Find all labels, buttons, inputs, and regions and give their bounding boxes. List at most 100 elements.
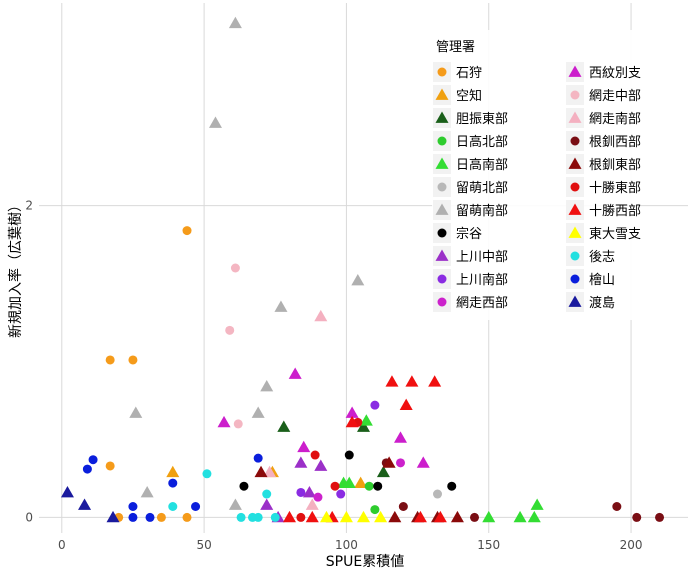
legend-marker <box>568 226 582 238</box>
data-point <box>225 325 235 335</box>
data-point <box>254 465 268 478</box>
data-point <box>530 498 544 510</box>
x-tick-label: 50 <box>196 538 211 552</box>
data-point <box>88 455 98 465</box>
data-point <box>339 510 353 523</box>
data-point <box>345 415 359 428</box>
data-point <box>357 510 370 523</box>
legend-marker <box>568 111 582 123</box>
data-point <box>251 406 265 418</box>
data-point <box>236 512 246 522</box>
data-point <box>228 498 242 510</box>
legend-marker <box>435 157 449 169</box>
x-axis-title: SPUE累積値 <box>326 554 404 570</box>
data-points <box>60 16 665 523</box>
data-point <box>128 355 138 365</box>
data-point <box>357 420 370 432</box>
legend-label: 上川南部 <box>456 272 508 288</box>
legend: 管理署 石狩空知胆振東部日高北部日高南部留萌北部留萌南部宗谷上川中部上川南部網走… <box>432 30 641 320</box>
data-point <box>450 510 464 523</box>
data-point <box>262 489 272 499</box>
legend-label: 網走中部 <box>589 89 641 104</box>
data-point <box>156 512 166 522</box>
data-point <box>388 510 402 523</box>
data-point <box>351 273 365 286</box>
legend-marker <box>570 251 580 261</box>
data-point <box>140 485 154 498</box>
data-point <box>305 510 319 523</box>
legend-label: 上川中部 <box>456 250 508 265</box>
legend-label: 胆振東部 <box>456 111 508 127</box>
legend-marker <box>570 182 580 192</box>
data-point <box>354 476 368 488</box>
data-point <box>470 512 480 522</box>
data-point <box>182 512 192 522</box>
legend-marker <box>435 111 449 123</box>
data-point <box>433 510 447 523</box>
legend-label: 十勝東部 <box>589 180 641 196</box>
data-point <box>396 458 406 468</box>
tick-labels: 0 50 100 150 200 0 2 <box>25 199 642 552</box>
legend-label: 網走西部 <box>456 296 508 311</box>
data-point <box>398 502 408 511</box>
data-point <box>359 414 373 426</box>
legend-marker <box>568 65 582 77</box>
data-point <box>416 456 430 468</box>
data-point <box>128 502 138 511</box>
data-point <box>513 510 527 523</box>
legend-marker <box>437 297 447 307</box>
data-point <box>297 440 311 453</box>
y-axis-title: 新規加入率（広葉樹） <box>7 198 24 338</box>
data-point <box>370 400 380 410</box>
legend-marker <box>437 67 447 77</box>
data-point <box>314 309 328 322</box>
data-point <box>230 263 240 273</box>
data-point <box>382 456 396 468</box>
data-point <box>253 512 263 522</box>
data-point <box>428 375 442 387</box>
legend-marker <box>435 88 449 100</box>
data-point <box>319 510 333 523</box>
data-point <box>263 465 277 478</box>
legend-marker <box>437 228 447 238</box>
y-tick-label: 0 <box>25 510 33 524</box>
data-point <box>302 485 316 498</box>
data-point <box>260 379 274 392</box>
data-point <box>128 512 138 522</box>
data-point <box>296 487 306 497</box>
data-point <box>344 450 354 460</box>
data-point <box>182 226 192 236</box>
data-point <box>612 502 622 511</box>
data-point <box>305 498 319 510</box>
legend-label: 宗谷 <box>456 226 482 242</box>
data-point <box>296 512 306 522</box>
data-point <box>168 502 178 511</box>
x-tick-label: 0 <box>58 538 66 552</box>
legend-marker <box>437 136 447 146</box>
legend-marker <box>437 182 447 192</box>
data-point <box>330 481 340 491</box>
data-point <box>191 502 201 511</box>
x-tick-label: 200 <box>620 538 643 552</box>
data-point <box>373 481 383 491</box>
data-point <box>208 116 222 128</box>
data-point <box>336 489 346 499</box>
data-point <box>228 16 242 29</box>
data-point <box>233 419 243 429</box>
legend-label: 東大雪支 <box>589 226 641 242</box>
data-point <box>253 453 263 463</box>
data-point <box>342 476 356 488</box>
data-point <box>282 510 296 523</box>
legend-label: 網走南部 <box>589 111 641 127</box>
data-point <box>527 510 541 523</box>
legend-marker <box>435 249 449 261</box>
data-point <box>374 510 388 523</box>
legend-label: 空知 <box>456 88 482 104</box>
data-point <box>260 498 274 510</box>
data-point <box>433 489 443 499</box>
data-point <box>168 478 178 488</box>
data-point <box>105 461 115 471</box>
data-point <box>105 355 115 365</box>
data-point <box>60 485 74 498</box>
